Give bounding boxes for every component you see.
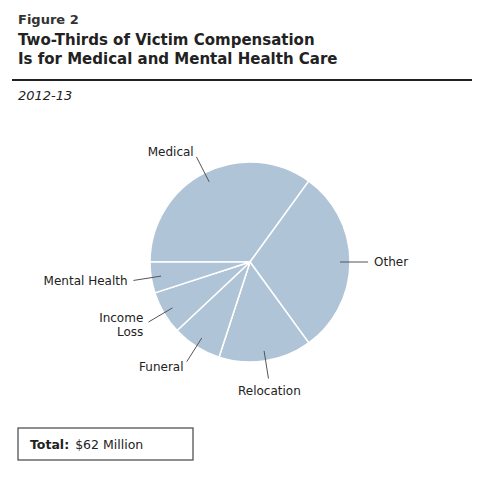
separator — [12, 79, 472, 81]
text-line: Relocation — [238, 384, 301, 398]
text-line: Two-Thirds of Victim Compensation — [18, 31, 315, 49]
slice-labels: Medical Other Relocation Funeral IncomeLoss M… — [44, 145, 409, 399]
slice-label: Mental Health — [44, 274, 128, 288]
text-line: Mental Health — [44, 274, 128, 288]
pie-slice — [150, 262, 250, 293]
total-value: $62 Million — [75, 437, 143, 452]
text-line: Other — [374, 255, 408, 269]
leader-line — [133, 276, 161, 280]
leader-line — [187, 338, 202, 362]
text-line: Is for Medical and Mental Health Care — [18, 50, 338, 68]
chart: Figure 2 Two-Thirds of Victim Compensatio… — [0, 0, 484, 483]
figure-label: Figure 2 — [18, 12, 79, 27]
leader-line — [196, 157, 209, 182]
pie — [150, 162, 350, 362]
title: Two-Thirds of Victim CompensationIs for … — [18, 31, 338, 68]
total-box — [18, 428, 193, 460]
total-text: Total: $62 Million — [30, 437, 143, 452]
leader-line — [148, 308, 172, 322]
leader-line — [264, 351, 268, 379]
subtitle: 2012-13 — [18, 88, 72, 103]
slice-label: Relocation — [238, 384, 301, 398]
slice-label: Medical — [148, 145, 194, 159]
slice-label: Other — [374, 255, 408, 269]
text-line: Medical — [148, 145, 194, 159]
text-line: Income — [99, 311, 143, 325]
text-line: Loss — [117, 325, 143, 339]
slice-label: Funeral — [139, 360, 183, 374]
total-label: Total: — [30, 437, 69, 452]
leader-line — [340, 262, 368, 263]
slice-label: IncomeLoss — [99, 311, 143, 339]
text-line: Funeral — [139, 360, 183, 374]
